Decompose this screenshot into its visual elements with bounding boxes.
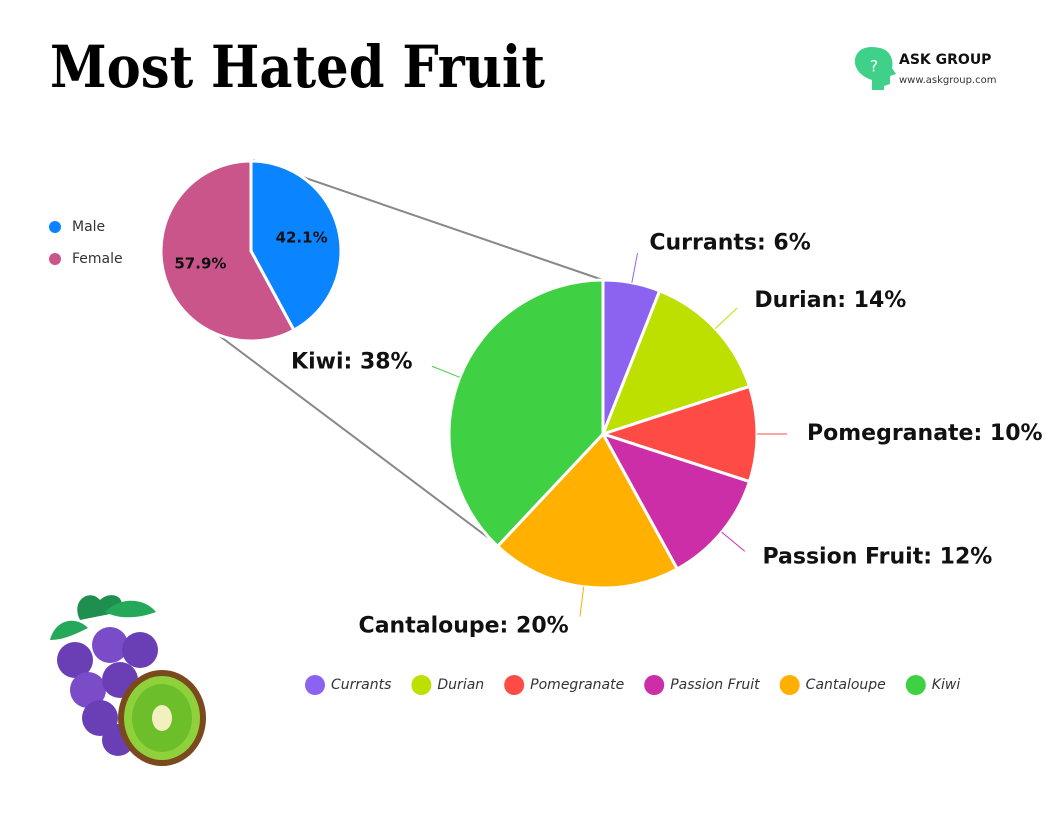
pie-slice [249,159,343,333]
brand-url: www.askgroup.com [899,75,997,86]
legend-label: Durian [437,677,484,693]
slice-label: Cantaloupe: 20% [359,613,569,638]
legend-label: Passion Fruit [670,677,760,693]
legend-label: Male [72,219,105,235]
leader-line [431,365,460,378]
legend-swatch [905,675,926,695]
title: Most Hated Fruit [50,33,545,101]
legend-label: Cantaloupe [806,677,886,693]
logo-icon: ? [854,46,896,90]
leader-line [714,307,738,329]
legend-label: Pomegranate [530,677,624,693]
pie-slice [495,431,680,590]
leader-line [631,253,638,283]
slice-label: 42.1% [276,229,328,247]
pie-slice [447,278,605,549]
connector-line [252,159,604,281]
slice-label: 57.9% [174,254,226,272]
legend-label: Currants [331,677,391,693]
legend-label: Kiwi [932,677,961,693]
svg-text:?: ? [870,57,879,76]
legend-swatch [49,253,61,265]
legend-swatch [779,675,800,695]
brand-name: ASK GROUP [899,52,991,68]
leader-line [579,586,585,617]
legend-swatch [644,675,665,695]
slice-label: Kiwi: 38% [291,350,413,375]
legend-swatch [504,675,525,695]
slice-label: Currants: 6% [649,230,810,255]
legend-label: Female [72,251,123,267]
fruit-illustration [50,595,206,766]
leader-line [721,531,746,552]
legend-swatch [49,221,61,233]
pie-slice [159,159,296,343]
connector-line [204,324,499,546]
legend-swatch [411,675,432,695]
legend-swatch [305,675,325,695]
slice-label: Pomegranate: 10% [807,421,1043,446]
slice-label: Passion Fruit: 12% [762,545,992,570]
slice-label: Durian: 14% [754,288,906,313]
